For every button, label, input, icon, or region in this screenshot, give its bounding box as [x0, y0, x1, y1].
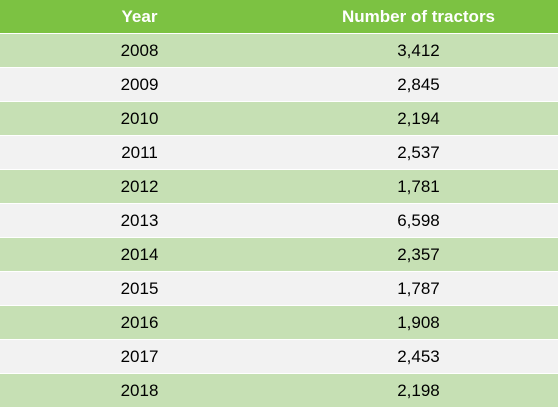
table-row: 2012 1,781 [0, 169, 558, 204]
table-row: 2014 2,357 [0, 237, 558, 272]
table-header: Year Number of tractors [0, 0, 558, 34]
year-cell: 2016 [0, 305, 279, 340]
year-cell: 2011 [0, 135, 279, 170]
table-row: 2016 1,908 [0, 305, 558, 340]
count-cell: 3,412 [279, 33, 558, 68]
count-cell: 2,537 [279, 135, 558, 170]
count-cell: 2,194 [279, 101, 558, 136]
count-cell: 6,598 [279, 203, 558, 238]
table-row: 2008 3,412 [0, 33, 558, 68]
header-cell: Number of tractors [279, 0, 558, 34]
year-cell: 2009 [0, 67, 279, 102]
year-cell: 2018 [0, 373, 279, 407]
table-row: 2013 6,598 [0, 203, 558, 238]
count-cell: 2,357 [279, 237, 558, 272]
table-row: 2015 1,787 [0, 271, 558, 306]
table-row: 2011 2,537 [0, 135, 558, 170]
header-row: Year Number of tractors [0, 0, 558, 34]
year-cell: 2012 [0, 169, 279, 204]
count-cell: 1,781 [279, 169, 558, 204]
count-cell: 2,198 [279, 373, 558, 407]
count-cell: 1,908 [279, 305, 558, 340]
table-row: 2010 2,194 [0, 101, 558, 136]
count-cell: 2,845 [279, 67, 558, 102]
count-cell: 2,453 [279, 339, 558, 374]
year-cell: 2014 [0, 237, 279, 272]
count-cell: 1,787 [279, 271, 558, 306]
table-row: 2018 2,198 [0, 373, 558, 407]
table-body: 2008 3,412 2009 2,845 2010 2,194 2011 2,537 2012… [0, 33, 558, 407]
year-cell: 2017 [0, 339, 279, 374]
table-row: 2017 2,453 [0, 339, 558, 374]
table-row: 2009 2,845 [0, 67, 558, 102]
year-cell: 2008 [0, 33, 279, 68]
year-cell: 2013 [0, 203, 279, 238]
year-cell: 2010 [0, 101, 279, 136]
header-cell: Year [0, 0, 279, 34]
year-cell: 2015 [0, 271, 279, 306]
